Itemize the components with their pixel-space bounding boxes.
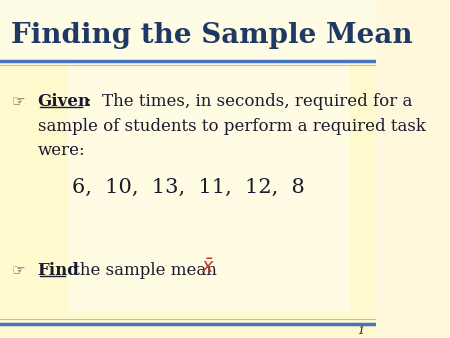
Text: ☞: ☞ <box>11 263 25 278</box>
Text: the sample mean: the sample mean <box>68 262 223 279</box>
Text: ☞: ☞ <box>11 94 25 109</box>
Text: Given: Given <box>38 93 90 110</box>
Text: Finding the Sample Mean: Finding the Sample Mean <box>11 22 413 49</box>
Text: :  The times, in seconds, required for a: : The times, in seconds, required for a <box>86 93 412 110</box>
Bar <box>68 61 350 311</box>
Text: 6,  10,  13,  11,  12,  8: 6, 10, 13, 11, 12, 8 <box>72 178 304 197</box>
Text: sample of students to perform a required task: sample of students to perform a required… <box>38 118 426 135</box>
Text: Find: Find <box>38 262 80 279</box>
Bar <box>0 0 376 61</box>
Text: were:: were: <box>38 142 85 159</box>
Text: 1: 1 <box>358 325 364 336</box>
Text: $\bar{x}$: $\bar{x}$ <box>201 258 216 277</box>
